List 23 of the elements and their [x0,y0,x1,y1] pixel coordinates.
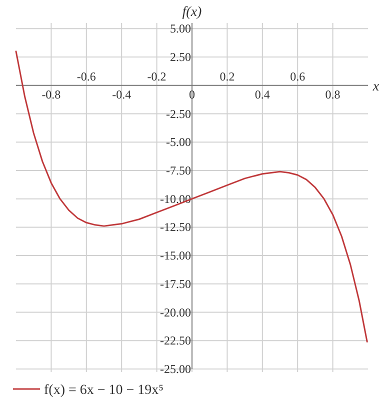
y-tick-label: -22.50 [160,334,191,348]
y-axis-title: f(x) [182,5,202,20]
y-tick-label: -5.00 [166,135,191,150]
y-tick-label: -20.00 [160,305,191,320]
x2-tick-label: 0.6 [290,69,306,84]
x2-tick-label: 0.2 [220,69,235,84]
line-series [15,50,368,343]
y-tick-label: -12.50 [160,220,191,234]
x-tick-label: 0.8 [325,87,340,102]
y-tick-label: -25.00 [160,362,191,376]
y-tick-label: -7.50 [166,163,191,178]
y-tick-label: 5.00 [170,22,191,36]
x-tick-label: -0.4 [112,87,132,102]
x2-tick-label: -0.6 [76,69,96,84]
y-tick-label: -15.00 [160,248,191,263]
x2-tick-label: -0.2 [147,69,166,84]
legend-label: f(x) = 6x − 10 − 19x⁵ [44,383,164,398]
x-axis-title: x [372,79,380,94]
x-tick-label: -0.8 [42,87,61,102]
x-tick-label: 0.4 [254,87,270,102]
y-tick-label: -2.50 [166,106,191,121]
y-tick-label: -17.50 [160,276,191,291]
y-tick-label: 2.50 [170,50,191,64]
